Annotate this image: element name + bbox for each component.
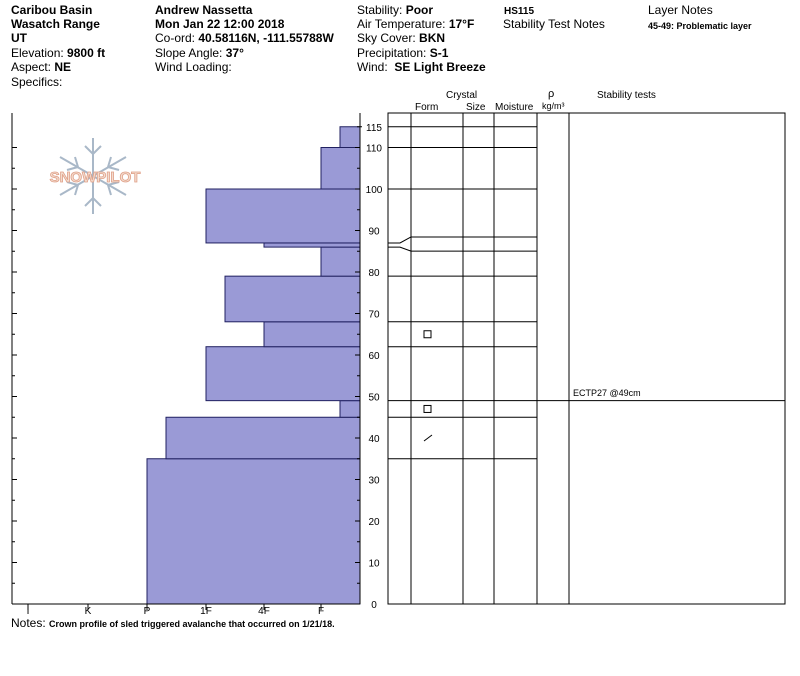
profile-table-border — [387, 112, 786, 605]
height-tick-label: 40 — [368, 434, 380, 445]
hardness-bar — [146, 458, 361, 605]
col-size-label: Size — [466, 102, 486, 113]
height-tick-label: 70 — [368, 310, 380, 321]
precip-label: Precipitation: — [357, 46, 427, 60]
hardness-bar — [205, 188, 361, 244]
stability-test-notes-label: Stability Test Notes — [503, 17, 605, 31]
faceted-grain-icon — [423, 404, 432, 413]
hardness-bar — [320, 147, 361, 190]
height-tick-label: 110 — [366, 144, 382, 155]
sky-label: Sky Cover: — [357, 31, 416, 45]
range-name: Wasatch Range — [11, 17, 100, 31]
x-tick-label: 1F — [200, 606, 212, 617]
col-stability-tests-label: Stability tests — [597, 90, 656, 101]
air-temp-value: 17°F — [448, 17, 475, 31]
hardness-bar — [339, 400, 361, 418]
height-tick-label: 60 — [368, 351, 380, 362]
layer-notes-label: Layer Notes — [648, 3, 713, 17]
hardness-bar — [263, 321, 361, 348]
height-tick-label: 115 — [366, 123, 382, 134]
coord-label: Co-ord: — [155, 31, 196, 45]
slope-value: 37° — [225, 46, 244, 60]
elevation-label: Elevation: — [11, 46, 64, 60]
elevation-value: 9800 ft — [67, 46, 106, 60]
layer-connector — [388, 246, 412, 252]
layer-connector — [388, 236, 412, 244]
wind-value: SE Light Breeze — [394, 60, 486, 74]
state-name: UT — [11, 31, 27, 45]
air-temp-row: Air Temperature: 17°F — [357, 17, 474, 31]
hardness-bar — [205, 346, 361, 402]
wind-row: Wind: SE Light Breeze — [357, 60, 486, 74]
hs-value: HS115 — [504, 6, 535, 17]
faceted-grain-icon — [423, 330, 432, 339]
aspect-value: NE — [54, 60, 72, 74]
precip-value: S-1 — [429, 46, 449, 60]
aspect-label: Aspect: — [11, 60, 52, 74]
hardness-bar — [224, 275, 361, 323]
x-tick-label: P — [144, 606, 151, 617]
wind-label: Wind: — [357, 60, 388, 74]
location-name: Caribou Basin — [11, 3, 93, 17]
sky-row: Sky Cover: BKN — [357, 31, 445, 45]
logo-text: SNOWPILOT — [50, 169, 141, 186]
notes-text: Crown profile of sled triggered avalanch… — [49, 619, 335, 629]
stability-test-result: ECTP27 @49cm — [573, 388, 641, 398]
x-tick-label: 4F — [258, 606, 270, 617]
hardness-bar — [165, 416, 361, 460]
x-tick-label: I — [27, 606, 30, 617]
air-temp-label: Air Temperature: — [357, 17, 446, 31]
decomposing-grain-icon — [423, 434, 433, 442]
wind-loading-label: Wind Loading: — [155, 60, 232, 74]
hardness-bar — [263, 242, 361, 248]
height-tick-label: 0 — [371, 600, 377, 611]
height-tick-label: 20 — [368, 517, 380, 528]
col-moisture-label: Moisture — [495, 102, 534, 113]
slope-label: Slope Angle: — [155, 46, 223, 60]
observation-datetime: Mon Jan 22 12:00 2018 — [155, 17, 285, 31]
height-tick-label: 50 — [368, 393, 380, 404]
notes-label: Notes: — [11, 616, 46, 630]
hardness-bar — [339, 126, 361, 148]
coord-value: 40.58116N, -111.55788W — [198, 31, 334, 45]
snowflake-icon — [59, 138, 127, 214]
x-tick-label: F — [318, 606, 324, 617]
col-rho-label: ρ — [548, 88, 555, 100]
height-tick-label: 30 — [368, 476, 380, 487]
x-tick-label: K — [85, 606, 92, 617]
precip-row: Precipitation: S-1 — [357, 46, 448, 60]
elevation-row: Elevation: 9800 ft — [11, 46, 105, 60]
col-form-label: Form — [415, 102, 439, 113]
height-tick-label: 80 — [368, 268, 380, 279]
coord-row: Co-ord: 40.58116N, -111.55788W — [155, 31, 334, 45]
aspect-row: Aspect: NE — [11, 60, 71, 74]
height-tick-label: 90 — [368, 227, 380, 238]
stability-row: Stability: Poor — [357, 3, 433, 17]
col-density-unit: kg/m³ — [542, 101, 565, 111]
specifics-label: Specifics: — [11, 75, 63, 89]
height-tick-label: 10 — [368, 559, 380, 570]
sky-value: BKN — [419, 31, 446, 45]
stability-label: Stability: — [357, 3, 403, 17]
snowpilot-logo: SNOWPILOT — [49, 138, 141, 214]
hardness-bar — [320, 246, 361, 277]
height-tick-label: 100 — [366, 185, 383, 196]
stability-value: Poor — [405, 3, 434, 17]
observer-name: Andrew Nassetta — [155, 3, 253, 17]
notes-row: Notes: Crown profile of sled triggered a… — [11, 616, 335, 631]
col-crystal-label: Crystal — [446, 90, 478, 101]
layer-note: 45-49: Problematic layer — [648, 21, 752, 31]
slope-row: Slope Angle: 37° — [155, 46, 244, 60]
